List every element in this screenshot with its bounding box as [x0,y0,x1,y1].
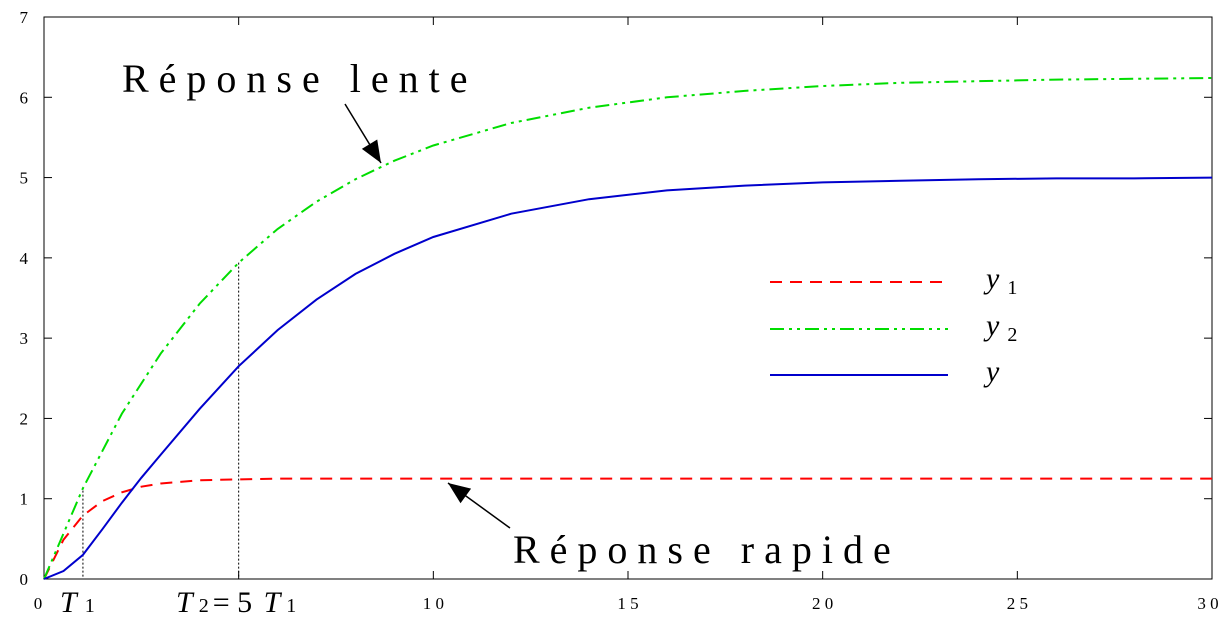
y-tick-label: 1 [20,490,29,509]
y-tick-label: 0 [20,570,29,589]
arrow-slow-head [361,139,381,163]
series-line-y [43,176,1213,580]
marker-t2-sub2: 1 [286,595,296,617]
arrow-fast-head [448,483,472,504]
marker-t2-eq: = 5 [213,586,260,619]
annotations-group: Réponse lente Réponse rapide [122,56,901,572]
annotation-slow: Réponse lente [122,56,478,101]
x-tick-label: 1 0 [423,594,444,613]
marker-t2-sub: 2 [199,595,209,617]
legend: y 1 y 2 y [770,262,1017,388]
y-tick-label: 2 [20,409,29,428]
axes-group [43,16,1213,580]
y-tick-label: 6 [20,88,29,107]
marker-t2-sym2: T [264,586,283,619]
x-tick-label: 2 0 [812,594,833,613]
legend-label: y [983,355,1000,388]
x-tick-label: 1 5 [617,594,638,613]
x-tick-label: 2 5 [1007,594,1028,613]
legend-label-sub: 1 [1007,277,1017,299]
y-tick-label: 7 [20,8,29,27]
ticks-group [44,16,1212,580]
marker-t1-sub: 1 [85,595,95,617]
series-line-y2 [43,77,1213,580]
x-tick-label: 3 0 [1197,594,1218,613]
series-group [43,77,1213,580]
y-tick-label: 3 [20,329,29,348]
annotation-fast: Réponse rapide [513,527,901,572]
y-tick-label: 4 [20,249,29,268]
series-line-y1 [43,477,1212,580]
x-tick-label: 0 [34,594,43,613]
legend-label-sub: 2 [1007,324,1017,346]
reference-lines-group [82,262,240,579]
plot-frame [43,16,1213,580]
y-tick-label: 5 [20,169,29,188]
